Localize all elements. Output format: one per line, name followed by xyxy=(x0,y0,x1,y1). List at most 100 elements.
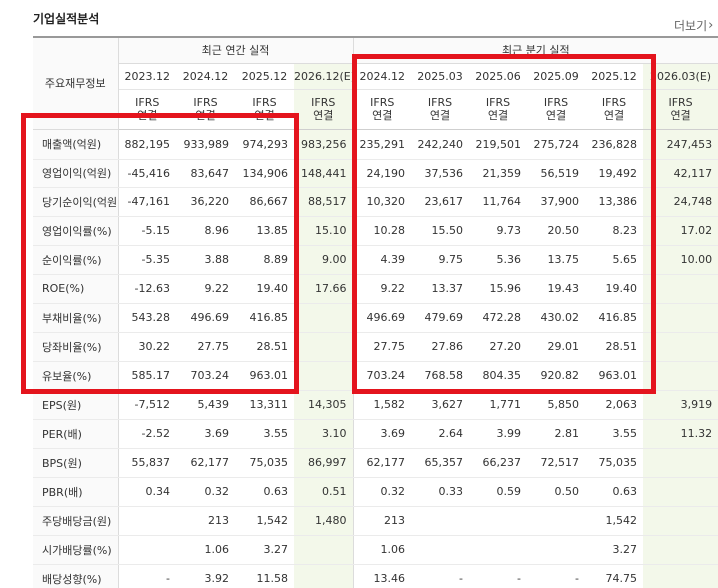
value-cell: -7,512 xyxy=(118,389,176,420)
period-header: 2025.06 xyxy=(469,63,528,90)
period-header: 2026.12(E) xyxy=(294,63,354,90)
value-cell: 75,035 xyxy=(585,448,644,478)
consolidation-label: 연결 xyxy=(254,109,275,122)
table-body: 매출액(억원) 882,195 933,989 974,293 983,256 235,2… xyxy=(33,128,718,588)
value-cell: 543.28 xyxy=(118,302,176,333)
value-cell: 3,627 xyxy=(411,389,470,420)
value-cell: 27.86 xyxy=(411,332,470,362)
value-cell: 29.01 xyxy=(527,332,586,362)
financial-summary-table: 주요재무정보 최근 연간 실적 최근 분기 실적 2023.12 2024.12 2… xyxy=(33,36,718,588)
table-row: 당기순이익(억원) -47,161 36,220 86,667 88,517 10,320… xyxy=(33,187,718,217)
consolidation-label: 연결 xyxy=(313,109,334,122)
value-cell: 17.66 xyxy=(294,274,354,304)
value-cell: 8.23 xyxy=(585,215,644,246)
value-cell: 65,357 xyxy=(411,448,470,478)
value-cell: - xyxy=(527,564,586,588)
consolidation-label: 연결 xyxy=(487,109,509,122)
quarter-group-header: 최근 분기 실적 xyxy=(352,36,718,64)
value-cell: 13.46 xyxy=(352,564,412,588)
value-cell xyxy=(118,535,176,565)
value-cell: 0.51 xyxy=(294,477,354,507)
period-header: 2023.12 xyxy=(118,63,176,90)
value-cell: 36,220 xyxy=(176,187,235,217)
value-cell: 247,453 xyxy=(643,128,718,160)
value-cell: - xyxy=(469,564,528,588)
value-cell: 28.51 xyxy=(235,332,294,362)
value-cell xyxy=(118,505,176,536)
value-cell: 963.01 xyxy=(235,361,294,391)
value-cell: 62,177 xyxy=(352,448,412,478)
value-cell: 17.02 xyxy=(643,215,718,246)
value-cell: 0.63 xyxy=(585,477,644,507)
chevron-right-icon: › xyxy=(708,17,714,33)
value-cell: 21,359 xyxy=(469,159,528,188)
accounting-standard-cell: IFRS 연결 xyxy=(118,89,176,130)
value-cell: 23,617 xyxy=(411,187,470,217)
value-cell: 882,195 xyxy=(118,128,176,160)
consolidation-label: 연결 xyxy=(429,109,451,122)
value-cell: 0.63 xyxy=(235,477,294,507)
table-row: 시가배당률(%) 1.06 3.27 1.06 3.27 xyxy=(33,535,718,565)
value-cell: 15.96 xyxy=(469,274,528,304)
value-cell: 42,117 xyxy=(643,159,718,188)
annual-group-header: 최근 연간 실적 xyxy=(118,36,354,64)
value-cell: 235,291 xyxy=(352,128,412,160)
value-cell xyxy=(643,332,718,362)
value-cell: 0.50 xyxy=(527,477,586,507)
table-row: PBR(배) 0.34 0.32 0.63 0.51 0.32 0.33 0.59 0.50 0.… xyxy=(33,477,718,507)
value-cell: 213 xyxy=(352,505,412,536)
row-label: BPS(원) xyxy=(33,448,119,478)
value-cell: 74.75 xyxy=(585,564,644,588)
value-cell xyxy=(527,505,586,536)
more-link[interactable]: 더보기 › xyxy=(674,17,713,34)
value-cell: 9.75 xyxy=(411,245,470,275)
table-row: 영업이익률(%) -5.15 8.96 13.85 15.10 10.28 15.50 9.7… xyxy=(33,215,718,246)
value-cell xyxy=(294,302,354,333)
value-cell xyxy=(294,535,354,565)
value-cell: 1.06 xyxy=(352,535,412,565)
value-cell: -45,416 xyxy=(118,159,176,188)
accounting-standard-cell: IFRS 연결 xyxy=(235,89,294,130)
period-header: 2026.03(E) xyxy=(643,63,718,90)
consolidation-label: 연결 xyxy=(603,109,625,122)
value-cell: 88,517 xyxy=(294,187,354,217)
value-cell: 9.73 xyxy=(469,215,528,246)
standard-label: IFRS xyxy=(601,96,627,109)
value-cell: 5,439 xyxy=(176,389,235,420)
value-cell: 11.58 xyxy=(235,564,294,588)
value-cell xyxy=(469,505,528,536)
value-cell: 768.58 xyxy=(411,361,470,391)
value-cell: - xyxy=(118,564,176,588)
value-cell: 86,997 xyxy=(294,448,354,478)
value-cell: 242,240 xyxy=(411,128,470,160)
consolidation-label: 연결 xyxy=(137,109,158,122)
value-cell: 28.51 xyxy=(585,332,644,362)
value-cell: 13.75 xyxy=(527,245,586,275)
consolidation-label: 연결 xyxy=(195,109,216,122)
value-cell: -47,161 xyxy=(118,187,176,217)
value-cell xyxy=(643,448,718,478)
value-cell: 974,293 xyxy=(235,128,294,160)
value-cell xyxy=(643,535,718,565)
value-cell xyxy=(643,361,718,391)
value-cell: 10.28 xyxy=(352,215,412,246)
row-label: 주당배당금(원) xyxy=(33,505,119,536)
value-cell: 27.20 xyxy=(469,332,528,362)
value-cell xyxy=(527,535,586,565)
value-cell: 13.85 xyxy=(235,215,294,246)
value-cell: 236,828 xyxy=(585,128,644,160)
table-row: BPS(원) 55,837 62,177 75,035 86,997 62,177 65,3… xyxy=(33,448,718,478)
period-group-row: 주요재무정보 최근 연간 실적 최근 분기 실적 xyxy=(33,36,718,130)
row-label: PER(배) xyxy=(33,419,119,449)
value-cell: 8.89 xyxy=(235,245,294,275)
period-header: 2024.12 xyxy=(352,63,412,90)
standard-label: IFRS xyxy=(668,96,693,109)
value-cell: 804.35 xyxy=(469,361,528,391)
accounting-standard-cell: IFRS 연결 xyxy=(585,89,644,130)
value-cell: 8.96 xyxy=(176,215,235,246)
value-cell: 1,582 xyxy=(352,389,412,420)
standard-label: IFRS xyxy=(370,96,395,109)
value-cell: 1,771 xyxy=(469,389,528,420)
period-header: 2025.03 xyxy=(411,63,470,90)
value-cell: 496.69 xyxy=(352,302,412,333)
